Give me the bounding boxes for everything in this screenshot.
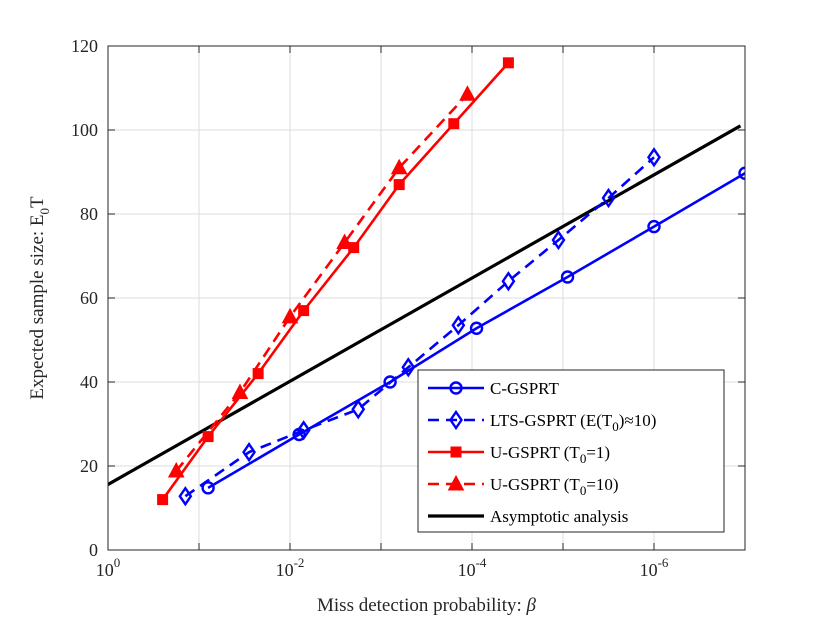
series-c-gsprt [201,166,745,495]
x-tick-label-base: 10 [96,560,114,580]
x-tick-label-exponent: -2 [294,555,305,570]
y-tick-label: 120 [71,36,98,56]
y-axis-label-sub: 0 [37,208,52,215]
data-point [738,166,745,180]
series-line [207,172,745,489]
data-point [551,229,566,251]
legend-swatch-marker [447,474,465,491]
data-point [448,118,460,130]
data-point [647,147,661,168]
legend-label: U-GSPRT (T0=1) [490,443,610,466]
x-tick-label: 10-4 [458,555,487,580]
x-axis-label-symbol: β [526,595,537,616]
legend-item: U-GSPRT (T0=1) [428,443,610,466]
y-tick-label: 80 [80,204,98,224]
legend-label-text: =1) [586,443,610,462]
legend-swatch-marker [449,409,463,431]
legend-label-subscript: 0 [580,451,587,466]
series-u-gsprt-t0-1 [157,57,514,506]
x-tick-label: 10-2 [276,555,305,580]
x-tick-label-base: 10 [458,560,476,580]
data-point [242,442,257,463]
legend-label-text: )≈10) [619,411,657,430]
legend-item: U-GSPRT (T0=10) [428,474,619,498]
series-line [175,93,469,472]
data-point [292,427,306,442]
data-point [459,85,476,101]
y-tick-label: 40 [80,372,98,392]
legend-label-subscript: 0 [580,483,587,498]
legend-label: Asymptotic analysis [490,507,628,526]
legend-item: C-GSPRT [428,379,560,398]
data-point [469,321,484,335]
x-tick-label-exponent: -6 [658,555,669,570]
data-point [601,187,616,209]
series-asymptotic-analysis [108,124,742,487]
y-tick-label: 100 [71,120,98,140]
y-axis-label-tail: T [27,196,48,208]
legend-label-text: U-GSPRT (T [490,475,580,494]
data-point [178,486,193,507]
y-tick-label: 60 [80,288,98,308]
legend-label-text: =10) [586,475,618,494]
series-line [161,61,510,501]
data-point [451,315,466,336]
legend-label-text: C-GSPRT [490,379,560,398]
data-point [157,494,169,506]
data-point [502,57,514,69]
y-axis-label: Expected sample size: E0T [27,196,52,400]
x-tick-label: 100 [96,555,121,580]
x-axis-label-main: Miss detection probability: [317,595,527,616]
x-tick-label-exponent: -4 [476,555,487,570]
data-point [647,219,661,234]
y-tick-label: 0 [89,540,98,560]
data-point [348,242,360,254]
legend-swatch-marker [450,446,462,458]
data-point [390,158,408,175]
data-point [560,270,575,284]
legend-label: LTS-GSPRT (E(T0)≈10) [490,411,656,434]
data-point [202,431,214,443]
data-point [351,399,366,420]
data-point [252,368,264,380]
series-line [108,124,742,487]
x-tick-label: 10-6 [640,555,669,580]
x-axis-label: Miss detection probability: β [317,595,537,616]
legend-label-text: U-GSPRT (T [490,443,580,462]
legend-label: C-GSPRT [490,379,560,398]
ticks [107,45,746,551]
data-point [201,481,215,495]
legend-label: U-GSPRT (T0=10) [490,475,619,498]
data-point [281,307,299,324]
data-point [393,179,405,191]
legend-item: Asymptotic analysis [428,507,628,526]
data-point [401,357,416,378]
x-tick-label-base: 10 [640,560,658,580]
y-axis-label-main: Expected sample size: E [27,214,48,399]
legend-label-text: Asymptotic analysis [490,507,628,526]
x-tick-label-base: 10 [276,560,294,580]
data-point [383,375,397,389]
legend-label-subscript: 0 [612,419,619,434]
series-layer [108,57,745,507]
data-point [298,305,310,317]
legend-swatch-marker [449,381,463,395]
series-lts-gsprt-e-t0-10 [178,147,661,507]
legend-label-text: LTS-GSPRT (E(T [490,411,613,430]
x-tick-label-exponent: 0 [114,555,121,570]
series-line [184,156,655,498]
legend-item: LTS-GSPRT (E(T0)≈10) [428,409,656,434]
data-point [501,271,516,292]
y-tick-label: 20 [80,456,98,476]
